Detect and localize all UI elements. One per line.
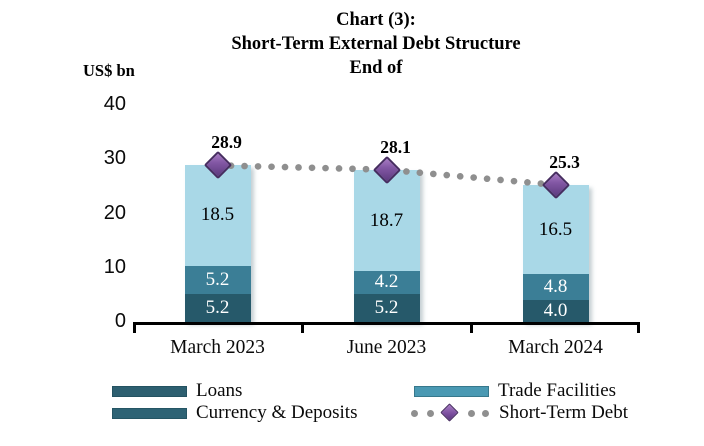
bar-stack: 5.2 4.2 18.7: [353, 169, 420, 322]
x-tick-label: March 2024: [508, 337, 603, 358]
legend-swatch: [112, 407, 187, 419]
x-axis-tick: [637, 322, 640, 333]
legend-dot: [411, 410, 418, 417]
total-data-label: 25.3: [549, 151, 580, 172]
legend-key-dotted-line: [408, 403, 490, 423]
x-axis-line: [133, 322, 640, 325]
bar-segment-currency-deposits: 4.2: [353, 271, 420, 294]
bar-segment-label: 18.5: [200, 204, 235, 226]
bar-segment-label: 5.2: [205, 268, 230, 290]
y-tick-label: 20: [103, 201, 126, 224]
legend-dot: [427, 410, 434, 417]
bar-segment-loans: 5.2: [184, 293, 251, 322]
legend-dot: [482, 410, 489, 417]
legend-item-label: Short-Term Debt: [499, 402, 629, 423]
legend-dot: [468, 410, 475, 417]
legend-item-loans: Loans: [112, 380, 243, 401]
legend-swatch: [414, 385, 489, 397]
legend-item-currency-deposits: Currency & Deposits: [112, 402, 358, 423]
x-axis-tick: [469, 322, 473, 333]
x-tick-label: March 2023: [170, 337, 265, 358]
chart-title: Chart (3): Short-Term External Debt Stru…: [96, 8, 656, 80]
x-axis-tick: [300, 322, 304, 333]
legend-swatch: [112, 385, 187, 397]
bar-stack: 5.2 5.2 18.5: [184, 165, 251, 322]
bar-segment-currency-deposits: 5.2: [184, 265, 251, 294]
y-axis-unit-label: US$ bn: [83, 61, 135, 80]
bar-segment-label: 5.2: [205, 296, 230, 318]
total-data-label: 28.1: [380, 136, 411, 157]
legend-item-label: Loans: [196, 380, 243, 401]
legend-item-trade-facilities: Trade Facilities: [414, 380, 617, 401]
y-tick-label: 30: [103, 147, 126, 170]
legend-item-label: Currency & Deposits: [196, 402, 358, 423]
bar-segment-trade-facilities: 18.7: [353, 169, 420, 272]
total-data-label: 28.9: [211, 132, 242, 153]
x-axis-tick: [133, 322, 136, 333]
y-tick-label: 40: [103, 93, 126, 116]
bar-segment-loans: 4.0: [522, 300, 589, 322]
bar-stack: 4.0 4.8 16.5: [522, 184, 589, 322]
bar-segment-trade-facilities: 18.5: [184, 165, 251, 266]
legend-item-label: Trade Facilities: [498, 380, 617, 401]
bar-segment-loans: 5.2: [353, 293, 420, 322]
bar-segment-label: 4.0: [543, 300, 568, 322]
bar-segment-label: 5.2: [374, 296, 399, 318]
y-tick-label: 10: [103, 255, 126, 278]
chart-title-line-1: Chart (3):: [336, 10, 416, 30]
bar-segment-label: 16.5: [538, 218, 573, 240]
bar-segment-label: 4.2: [374, 271, 399, 293]
y-tick-label: 0: [114, 310, 126, 332]
bar-segment-label: 18.7: [369, 209, 404, 231]
legend-item-short-term-debt: Short-Term Debt: [408, 402, 629, 423]
bar-segment-label: 4.8: [543, 276, 568, 298]
chart-title-line-2: Short-Term External Debt Structure: [231, 34, 521, 54]
bar-segment-trade-facilities: 16.5: [522, 184, 589, 275]
x-tick-label: June 2023: [346, 337, 427, 358]
chart-title-line-3: End of: [349, 58, 403, 78]
bar-segment-currency-deposits: 4.8: [522, 274, 589, 301]
